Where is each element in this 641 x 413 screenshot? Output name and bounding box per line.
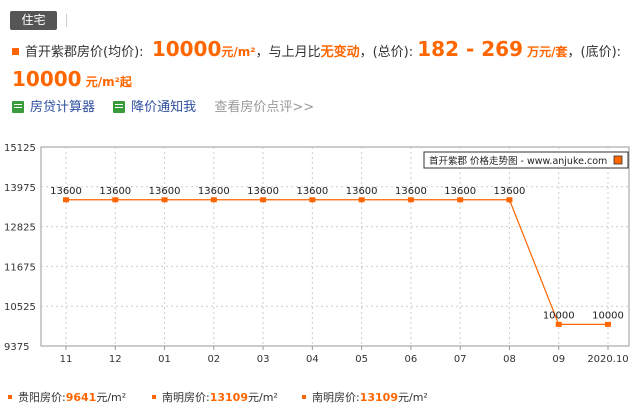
data-point xyxy=(260,197,267,203)
x-tick-label: 04 xyxy=(306,354,319,365)
x-tick-label: 05 xyxy=(355,354,368,365)
price-drop-notify-link[interactable]: 降价通知我 xyxy=(131,100,197,115)
property-type-tag[interactable]: 住宅 xyxy=(10,11,57,30)
x-tick-label: 2020.10 xyxy=(587,354,628,365)
nearby-price-value: 13109 xyxy=(359,391,398,404)
y-tick-label: 10525 xyxy=(4,302,36,313)
nearby-price-value: 13109 xyxy=(209,391,248,404)
action-links: 房贷计算器 降价通知我 查看房价点评>> xyxy=(12,98,314,118)
x-tick-label: 01 xyxy=(158,354,171,365)
nearby-price-unit: 元/m² xyxy=(398,391,428,404)
data-label: 13600 xyxy=(99,186,131,197)
data-point xyxy=(309,197,316,203)
data-label: 13600 xyxy=(346,186,378,197)
plot-area xyxy=(40,146,630,347)
nearby-price-value: 9641 xyxy=(65,391,97,404)
x-tick-label: 06 xyxy=(405,354,418,365)
data-point xyxy=(407,197,414,203)
data-point xyxy=(506,197,513,203)
base-price-value: 10000 xyxy=(12,67,82,91)
data-point xyxy=(457,197,464,203)
data-point xyxy=(112,197,119,203)
x-tick-label: 03 xyxy=(257,354,270,365)
data-label: 13600 xyxy=(149,186,181,197)
data-label: 13600 xyxy=(296,186,328,197)
data-label: 13600 xyxy=(444,186,476,197)
series-line xyxy=(66,199,608,325)
y-tick-label: 9375 xyxy=(4,342,29,353)
nearby-prices: 贵阳房价:9641元/m² 南明房价:13109元/m² 南明房价:13109元… xyxy=(0,388,641,408)
base-price-unit: 元/m²起 xyxy=(85,75,132,89)
data-label: 13600 xyxy=(395,186,427,197)
data-point xyxy=(63,197,69,203)
legend-box xyxy=(423,151,629,169)
data-point xyxy=(161,197,168,203)
total-price-unit: 万元/套 xyxy=(527,45,568,59)
y-tick-label: 15125 xyxy=(4,143,36,154)
total-price-range: 182 - 269 xyxy=(417,37,523,61)
chart-svg: 15125 13975 12825 11675 10525 9375 11 12 01 02 03 0… xyxy=(4,143,630,365)
legend-swatch xyxy=(613,155,623,165)
nearby-price-label: 贵阳房价: xyxy=(18,391,66,404)
x-tick-label: 08 xyxy=(503,354,516,365)
nearby-price-label: 南明房价: xyxy=(162,391,210,404)
x-tick-label: 09 xyxy=(552,354,565,365)
data-label: 13600 xyxy=(247,186,279,197)
y-tick-label: 13975 xyxy=(4,183,36,194)
bullet-dot-icon xyxy=(302,395,306,399)
tag-divider xyxy=(66,14,67,27)
avg-price-value: 10000 xyxy=(151,37,222,61)
view-reviews-link[interactable]: 查看房价点评>> xyxy=(214,100,315,115)
data-label: 13600 xyxy=(50,186,82,197)
data-point xyxy=(555,321,562,327)
calculator-icon xyxy=(12,100,24,113)
x-tick-label: 12 xyxy=(109,354,122,365)
data-label: 10000 xyxy=(543,310,575,321)
compare-label: ，与上月比 xyxy=(255,45,321,60)
nearby-price-item[interactable]: 贵阳房价:9641元/m² xyxy=(8,388,126,408)
avg-price-label: 房价(均价): xyxy=(77,45,144,60)
y-tick-label: 11675 xyxy=(4,262,36,273)
base-price-line: 10000 元/m²起 xyxy=(12,66,132,92)
bell-icon xyxy=(113,100,126,113)
y-tick-label: 12825 xyxy=(4,223,36,234)
price-change-value: 无变动 xyxy=(320,45,360,60)
price-trend-chart: 15125 13975 12825 11675 10525 9375 11 12 01 02 03 0… xyxy=(0,128,641,373)
data-label: 10000 xyxy=(592,310,624,321)
bullet-dot-icon xyxy=(8,395,12,399)
data-point xyxy=(210,197,217,203)
community-name: 首开紫郡 xyxy=(25,45,78,60)
avg-price-unit: 元/m² xyxy=(221,45,256,59)
nearby-price-item[interactable]: 南明房价:13109元/m² xyxy=(152,388,278,408)
x-tick-label: 11 xyxy=(60,354,73,365)
data-label: 13600 xyxy=(198,186,230,197)
legend-label: 首开紫郡 价格走势图 - www.anjuke.com xyxy=(429,155,607,167)
total-price-label: ，(总价): xyxy=(359,45,414,60)
nearby-price-item[interactable]: 南明房价:13109元/m² xyxy=(302,388,428,408)
mortgage-calculator-link[interactable]: 房贷计算器 xyxy=(30,100,96,115)
nearby-price-unit: 元/m² xyxy=(248,391,278,404)
x-tick-label: 07 xyxy=(454,354,467,365)
data-label: 13600 xyxy=(494,186,526,197)
price-summary-line: 首开紫郡房价(均价): 10000元/m²，与上月比无变动，(总价): 182 … xyxy=(12,36,621,62)
data-point xyxy=(358,197,365,203)
data-point xyxy=(605,321,611,327)
base-price-label: ，(底价): xyxy=(567,45,622,60)
bullet-dot-icon xyxy=(152,395,156,399)
x-tick-label: 02 xyxy=(207,354,220,365)
nearby-price-label: 南明房价: xyxy=(312,391,360,404)
bullet-icon xyxy=(12,48,19,55)
nearby-price-unit: 元/m² xyxy=(96,391,127,404)
